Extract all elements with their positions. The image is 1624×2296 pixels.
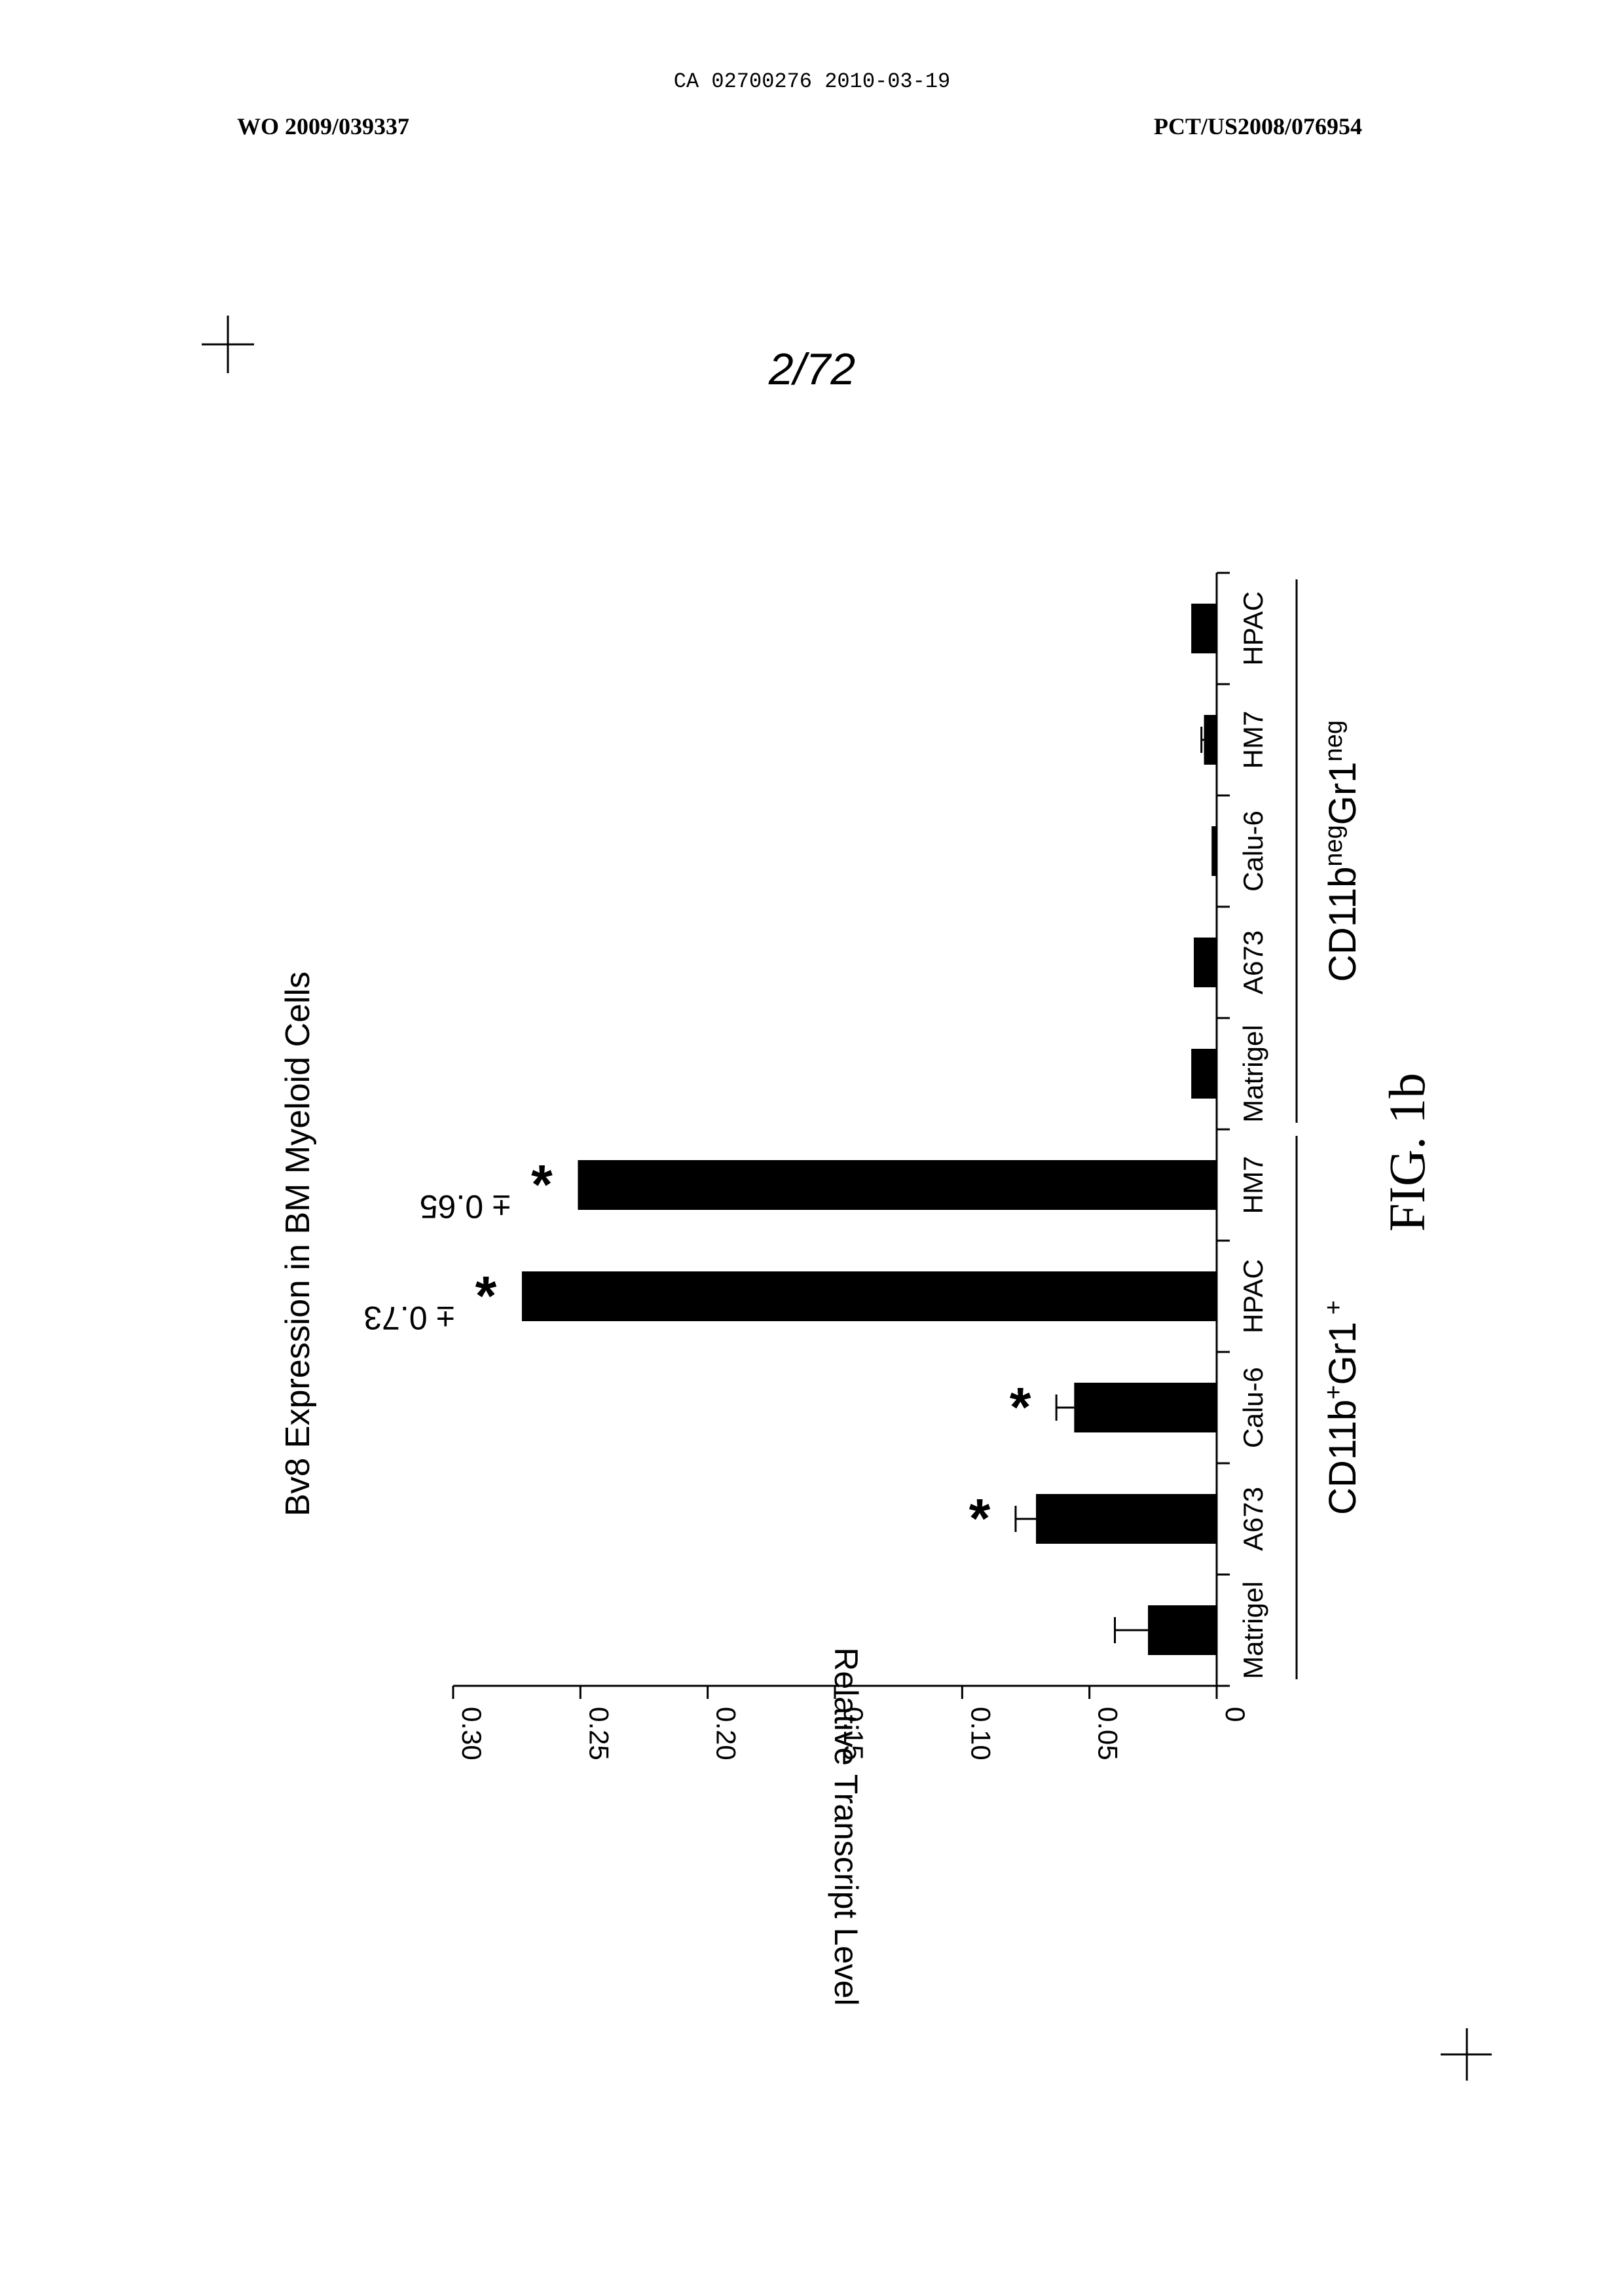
bar xyxy=(1204,715,1217,765)
figure-label: FIG. 1b xyxy=(1378,1073,1435,1232)
category-label: HM7 xyxy=(1238,1156,1268,1214)
chart-title: Bv8 Expression in BM Myeloid Cells xyxy=(279,972,317,1516)
bar xyxy=(1074,1383,1217,1432)
bar xyxy=(1191,604,1217,653)
value-tick-label: 0.10 xyxy=(965,1707,996,1760)
category-label: Calu-6 xyxy=(1238,1367,1268,1448)
value-axis-title: Relative Transcript Level xyxy=(828,1647,864,2005)
category-label: A673 xyxy=(1238,930,1268,994)
bar xyxy=(578,1160,1217,1210)
category-label: HPAC xyxy=(1238,591,1268,666)
group-label: CD11bnegGr1neg xyxy=(1320,720,1364,982)
value-tick-label: 0 xyxy=(1220,1707,1251,1722)
bar-value-label: ± 0.73 xyxy=(363,1300,454,1336)
category-label: Calu-6 xyxy=(1238,811,1268,892)
bar xyxy=(1191,1049,1217,1099)
value-tick-label: 0.20 xyxy=(711,1707,742,1760)
value-tick-label: 0.25 xyxy=(583,1707,614,1760)
value-tick-label: 0.30 xyxy=(456,1707,487,1760)
significance-asterisk: * xyxy=(969,1487,991,1549)
bar xyxy=(1211,826,1217,876)
category-label: Matrigel xyxy=(1238,1581,1268,1679)
group-label: CD11b+Gr1 + xyxy=(1320,1300,1364,1515)
category-label: HPAC xyxy=(1238,1259,1268,1334)
category-label: HM7 xyxy=(1238,711,1268,769)
significance-asterisk: * xyxy=(475,1265,497,1326)
significance-asterisk: * xyxy=(1010,1376,1031,1438)
category-label: Matrigel xyxy=(1238,1025,1268,1122)
value-tick-label: 0.05 xyxy=(1093,1707,1124,1760)
category-label: A673 xyxy=(1238,1487,1268,1551)
bar-value-label: ± 0.65 xyxy=(420,1188,511,1225)
bar xyxy=(1036,1494,1217,1544)
bar xyxy=(1194,938,1217,987)
bar xyxy=(1148,1605,1217,1655)
significance-asterisk: * xyxy=(531,1154,553,1215)
bar xyxy=(522,1271,1217,1321)
